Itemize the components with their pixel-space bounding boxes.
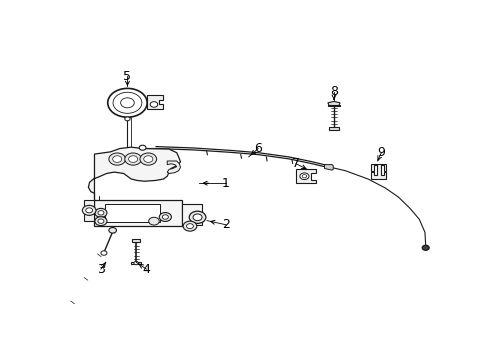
Circle shape [143, 156, 153, 162]
Polygon shape [88, 147, 180, 193]
Bar [328, 127, 339, 130]
Text: 4: 4 [142, 262, 150, 276]
Circle shape [82, 205, 96, 215]
Text: 7: 7 [291, 157, 300, 170]
Polygon shape [295, 169, 315, 183]
Circle shape [124, 117, 130, 121]
Circle shape [148, 217, 159, 225]
Circle shape [186, 224, 193, 229]
Circle shape [183, 221, 196, 231]
Circle shape [422, 245, 428, 250]
Text: 2: 2 [222, 218, 229, 231]
Polygon shape [370, 164, 386, 179]
Circle shape [162, 215, 168, 219]
Circle shape [109, 228, 116, 233]
Text: 6: 6 [254, 142, 262, 155]
Circle shape [95, 217, 107, 226]
Circle shape [140, 153, 156, 165]
Circle shape [150, 102, 158, 107]
Circle shape [112, 156, 122, 162]
Polygon shape [147, 95, 163, 109]
Text: 5: 5 [123, 70, 131, 83]
Circle shape [128, 156, 138, 162]
Bar [94, 200, 181, 226]
Polygon shape [324, 165, 332, 170]
Bar [104, 204, 159, 222]
Bar [181, 204, 202, 225]
Circle shape [134, 261, 138, 265]
Polygon shape [84, 200, 94, 221]
Circle shape [299, 173, 308, 180]
Circle shape [121, 98, 134, 108]
Text: 1: 1 [222, 177, 229, 190]
Polygon shape [167, 161, 180, 174]
Circle shape [113, 92, 142, 113]
Circle shape [98, 219, 104, 223]
Circle shape [124, 153, 141, 165]
Circle shape [98, 211, 104, 215]
Bar [327, 105, 339, 106]
Text: 8: 8 [329, 85, 337, 98]
Text: 3: 3 [97, 262, 104, 276]
Circle shape [95, 208, 107, 217]
Bar [132, 239, 140, 242]
Circle shape [193, 214, 202, 221]
Text: 9: 9 [377, 146, 385, 159]
Bar [131, 262, 141, 264]
Circle shape [85, 208, 92, 213]
Circle shape [109, 153, 125, 165]
Circle shape [159, 212, 171, 221]
Circle shape [189, 211, 205, 223]
Polygon shape [327, 102, 339, 105]
Circle shape [302, 175, 306, 178]
Circle shape [139, 145, 146, 150]
Circle shape [107, 89, 147, 117]
Circle shape [101, 251, 107, 255]
